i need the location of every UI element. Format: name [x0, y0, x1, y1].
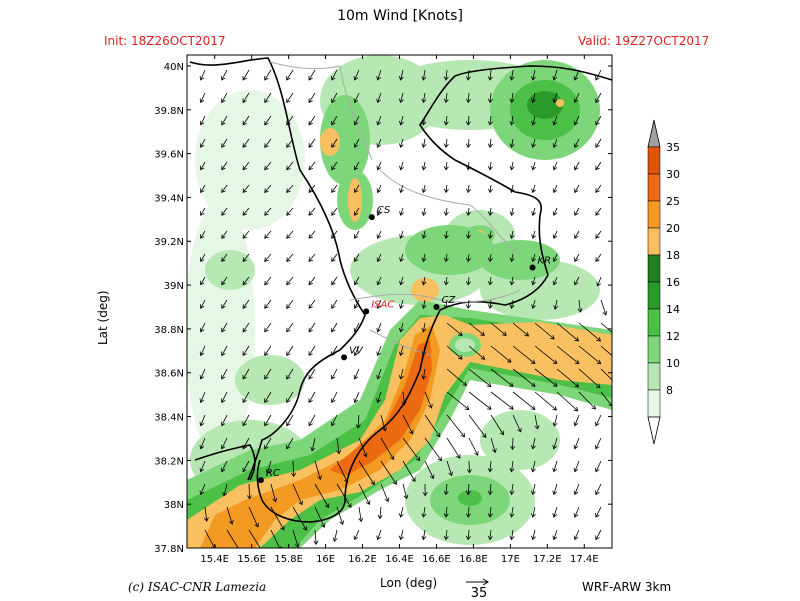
colorbar-segment: [648, 201, 660, 228]
wind-vector: [469, 461, 470, 473]
lat-tick-label: 38.6N: [154, 369, 184, 380]
colorbar-level-label: 30: [666, 168, 680, 181]
lat-tick-label: 39N: [164, 281, 184, 292]
city-dot: [258, 477, 264, 483]
city-label: CS: [377, 205, 391, 216]
lat-tick-label: 39.8N: [154, 106, 184, 117]
lat-tick-label: 38.2N: [154, 456, 184, 467]
colorbar-level-label: 25: [666, 195, 680, 208]
colorbar-level-label: 18: [666, 249, 680, 262]
lon-tick-label: 15.4E: [200, 554, 229, 565]
lat-tick-label: 37.8N: [154, 544, 184, 555]
city-label: KR: [538, 256, 552, 267]
city-dot: [369, 214, 375, 220]
lon-tick-label: 16E: [316, 554, 335, 565]
wind-vector-head: [260, 549, 264, 553]
lon-tick-label: 16.6E: [422, 554, 451, 565]
lat-tick-label: 39.6N: [154, 150, 184, 161]
lon-tick-label: 15.8E: [274, 554, 303, 565]
wind-vector-head: [617, 384, 621, 388]
lat-tick-label: 39.4N: [154, 193, 184, 204]
x-axis-label: Lon (deg): [380, 576, 437, 590]
colorbar-level-label: 35: [666, 141, 680, 154]
wind-vector-head: [618, 361, 622, 365]
reference-vector: [466, 579, 488, 585]
colorbar-level-label: 16: [666, 276, 680, 289]
colorbar-segment: [648, 309, 660, 336]
colorbar-top-arrow: [648, 120, 660, 147]
colorbar-segment: [648, 363, 660, 390]
wind-vector: [512, 438, 513, 449]
city-dot: [530, 265, 536, 271]
colorbar-level-label: 8: [666, 384, 673, 397]
colorbar-segment: [648, 228, 660, 255]
lon-tick-label: 16.8E: [459, 554, 488, 565]
lat-tick-label: 40N: [164, 62, 184, 73]
colorbar-segment: [648, 174, 660, 201]
model-name: WRF-ARW 3km: [582, 580, 671, 594]
colorbar-level-label: 20: [666, 222, 680, 235]
lon-tick-label: 15.6E: [237, 554, 266, 565]
reference-vector-label: 35: [464, 586, 494, 601]
colorbar-segment: [648, 147, 660, 174]
city-dot: [341, 354, 347, 360]
city-dot: [433, 304, 439, 310]
lat-tick-label: 38N: [164, 500, 184, 511]
colorbar-level-label: 12: [666, 330, 680, 343]
colorbar-segment: [648, 390, 660, 417]
colorbar-level-label: 14: [666, 303, 680, 316]
colorbar: 8 10 12 14 16 18 20 25 30 35: [648, 120, 680, 444]
city-dot: [363, 308, 369, 314]
lat-tick-label: 38.4N: [154, 413, 184, 424]
lat-tick-label: 38.8N: [154, 325, 184, 336]
wind-vector-head: [618, 337, 622, 341]
city-label: VV: [349, 345, 364, 356]
colorbar-segment: [648, 336, 660, 363]
city-label: RC: [266, 468, 280, 479]
y-axis-label: Lat (deg): [96, 290, 110, 345]
lon-tick-label: 17.4E: [570, 554, 599, 565]
colorbar-bottom-arrow: [648, 417, 660, 444]
city-label: ISAC: [371, 299, 394, 310]
lon-tick-label: 17.2E: [533, 554, 562, 565]
lon-tick-label: 16.4E: [385, 554, 414, 565]
copyright-text: (c) ISAC-CNR Lamezia: [128, 580, 266, 594]
wind-vector-head: [237, 548, 241, 552]
lon-tick-label: 16.2E: [348, 554, 377, 565]
colorbar-segment: [648, 255, 660, 282]
colorbar-segment: [648, 282, 660, 309]
lon-tick-label: 17E: [501, 554, 520, 565]
colorbar-level-label: 10: [666, 357, 680, 370]
city-label: CZ: [441, 295, 456, 306]
lat-tick-label: 39.2N: [154, 237, 184, 248]
